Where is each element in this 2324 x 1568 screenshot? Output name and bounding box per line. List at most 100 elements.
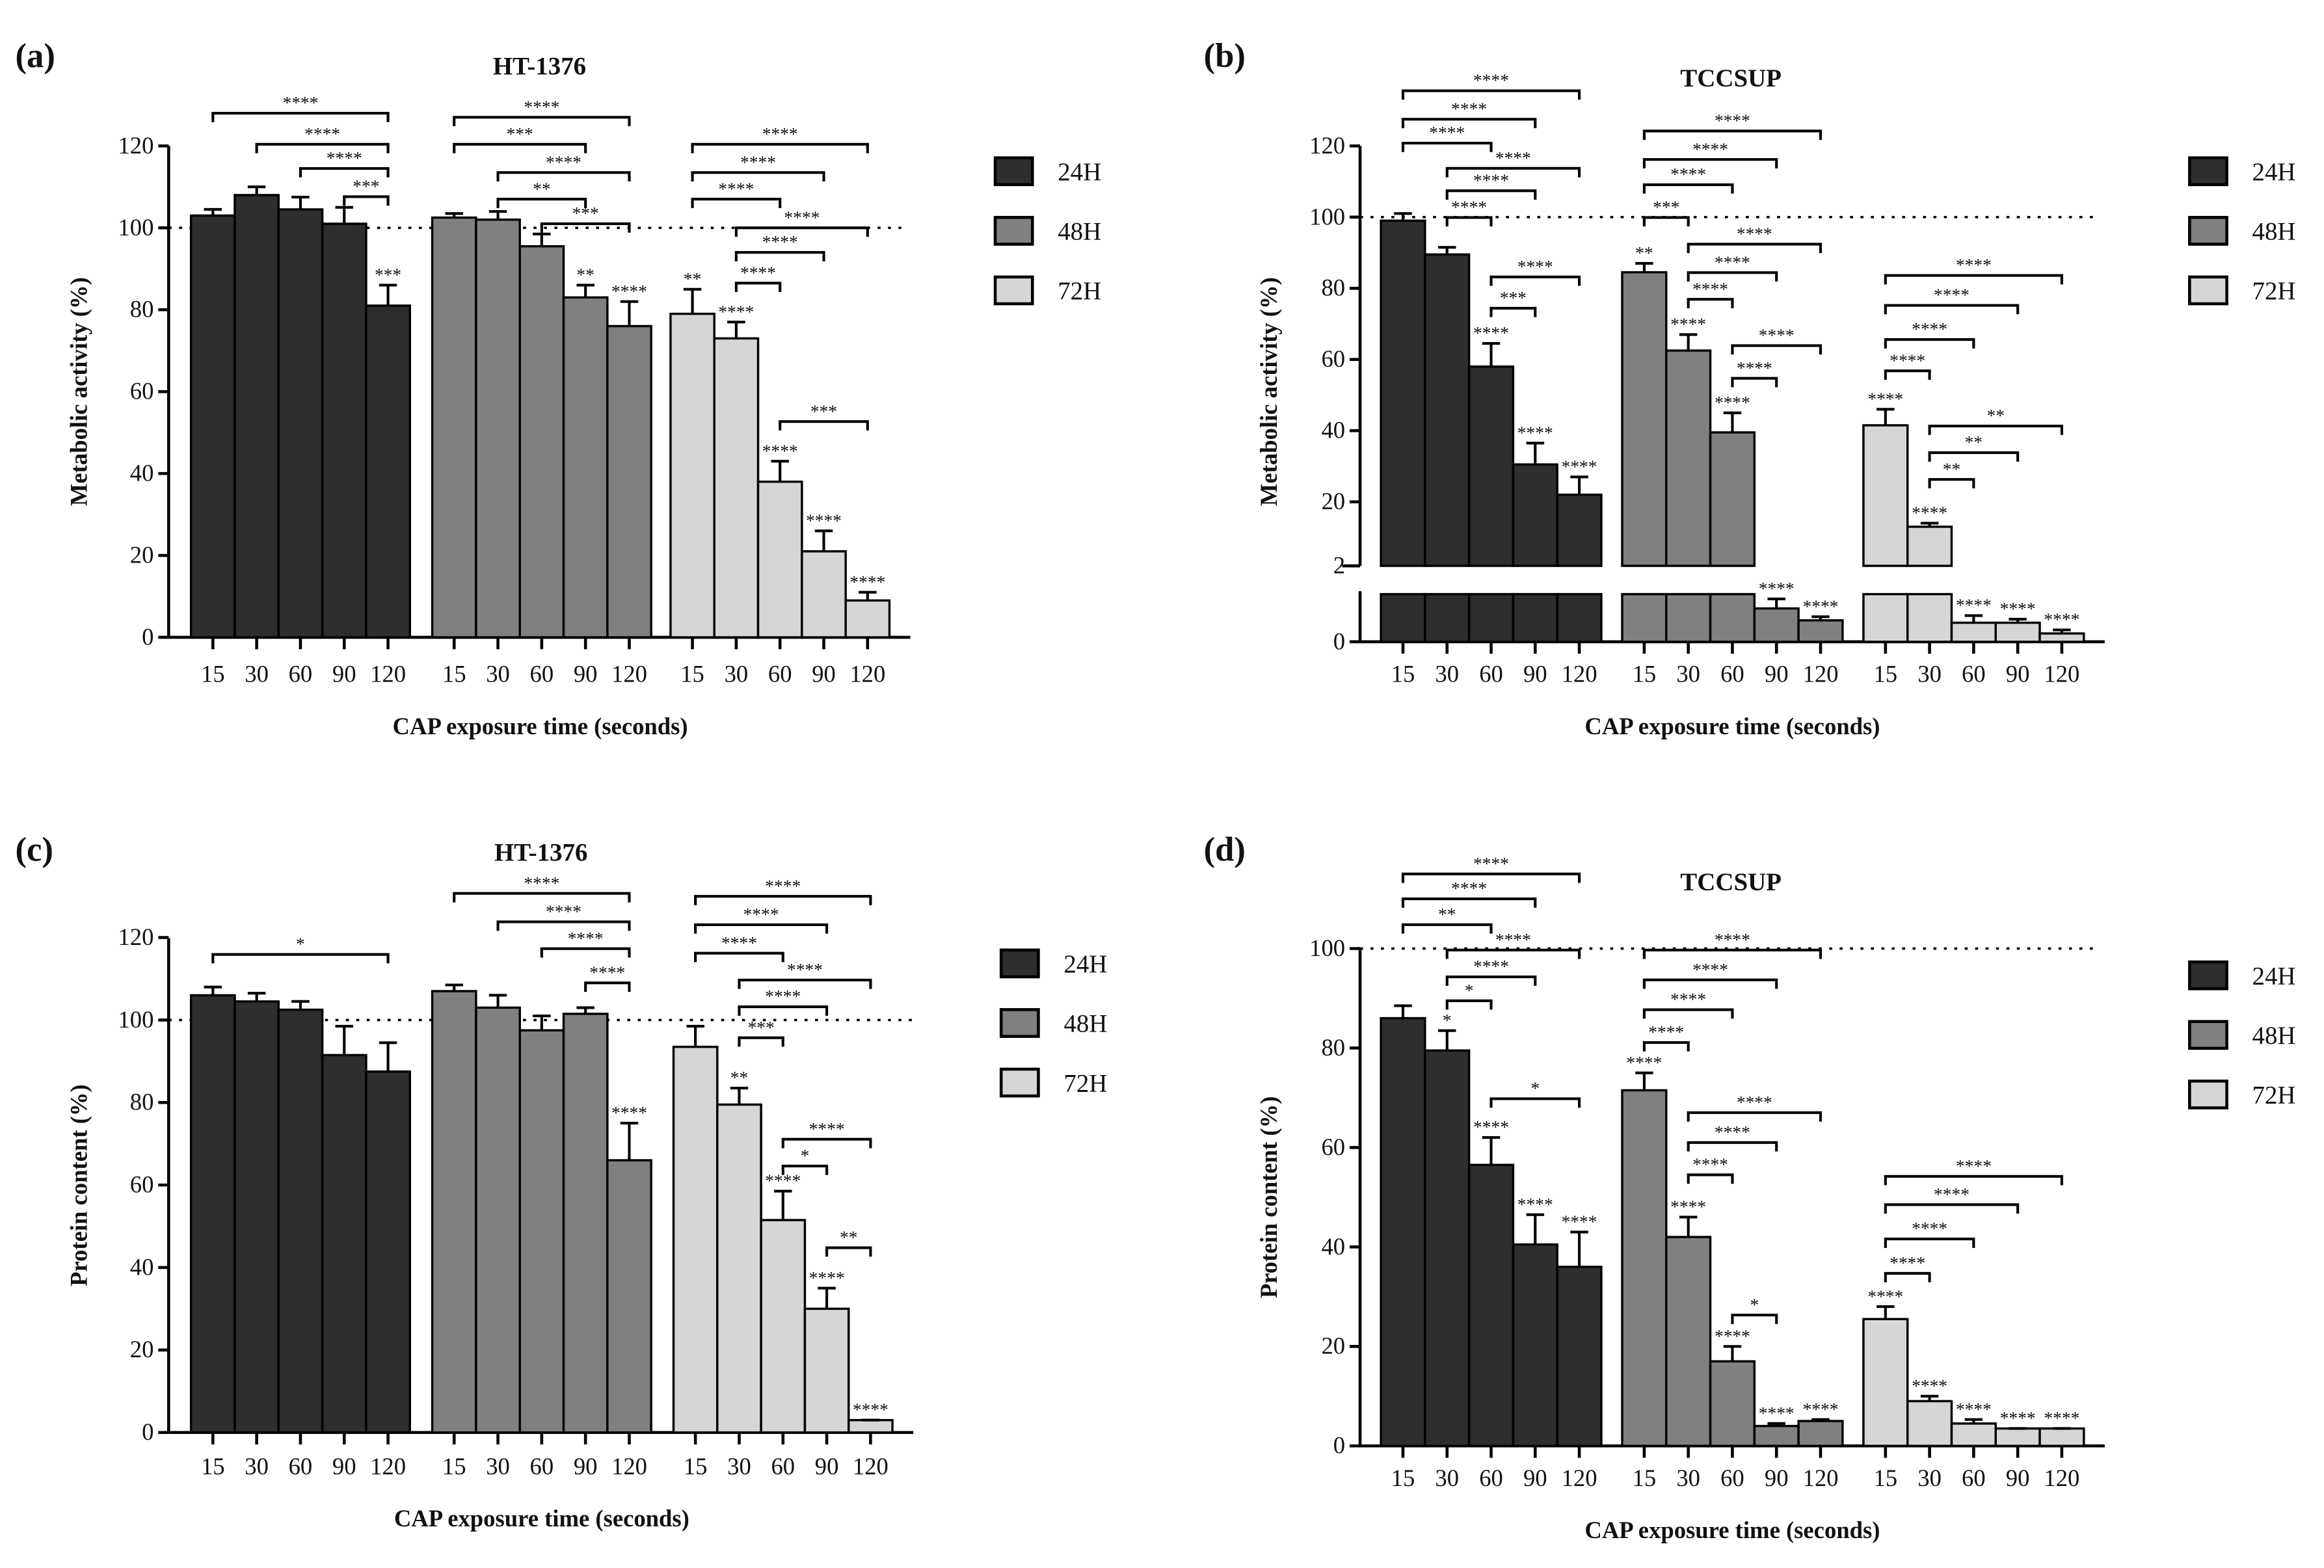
y-tick-label: 20	[130, 1336, 154, 1362]
panel-a: (a) HT-1376 Metabolic activity (%) CAP expo…	[15, 37, 1101, 739]
y-tick-label: 80	[130, 1089, 154, 1115]
comparison-significance-label: *	[1465, 981, 1474, 1000]
comparison-significance-label: ****	[1715, 111, 1750, 131]
bar	[277, 1008, 324, 1434]
bar	[1994, 1427, 2041, 1447]
x-tick-label: 90	[332, 1453, 356, 1480]
comparison-bracket	[1928, 424, 2063, 435]
x-tick-label: 90	[332, 661, 356, 687]
comparison-significance-label: ****	[1956, 1156, 1992, 1176]
bar	[518, 245, 565, 639]
x-tick-label: 15	[684, 1453, 708, 1480]
x-tick-label: 120	[853, 1453, 888, 1480]
comparison-significance-label: ***	[353, 177, 379, 196]
x-tick-label: 15	[1391, 661, 1415, 687]
bar	[321, 1054, 367, 1434]
bar	[1994, 621, 2041, 643]
y-tick-label: 100	[118, 214, 154, 241]
comparison-bracket	[1642, 129, 1823, 140]
bar-upper	[1709, 431, 1756, 567]
y-tick-label: 20	[130, 541, 154, 568]
y-tick-label: 40	[130, 460, 154, 486]
comparison-significance-label: ***	[572, 204, 599, 223]
bar-significance-label: ****	[1473, 323, 1509, 343]
comparison-significance-label: ****	[1912, 1219, 1947, 1238]
comparison-bracket	[1445, 216, 1493, 227]
legend-swatch	[2188, 275, 2228, 306]
comparison-bracket	[453, 892, 631, 903]
comparison-bracket	[691, 171, 825, 182]
comparison-bracket	[1884, 304, 2020, 315]
bar-lower	[1556, 592, 1603, 643]
x-tick-label: 60	[1962, 661, 1986, 687]
bar-significance-label: ****	[853, 1400, 888, 1420]
comparison-significance-label: ****	[1670, 990, 1706, 1009]
bar	[2038, 632, 2085, 643]
x-tick-label: 30	[1435, 661, 1459, 687]
x-tick-label: 90	[1523, 661, 1547, 687]
x-tick-label: 60	[1479, 661, 1503, 687]
x-tick-label: 30	[245, 1453, 269, 1480]
legend-label: 72H	[2252, 277, 2296, 305]
comparison-bracket	[1731, 1314, 1778, 1324]
x-tick-label: 90	[1765, 1465, 1789, 1491]
comparison-bracket	[1884, 274, 2063, 285]
legend-swatch	[993, 215, 1034, 246]
comparison-significance-label: ****	[1495, 148, 1531, 168]
x-tick-label: 120	[1562, 661, 1597, 687]
bar	[431, 990, 477, 1434]
comparison-significance-label: ****	[762, 232, 798, 252]
bar	[518, 1029, 565, 1434]
x-tick-label: 30	[1435, 1465, 1459, 1491]
x-tick-label: 90	[2006, 1465, 2030, 1491]
legend-swatch	[993, 156, 1034, 187]
x-tick-label: 120	[611, 1453, 647, 1480]
x-axis-title: CAP exposure time (seconds)	[394, 1505, 689, 1532]
bar	[803, 1307, 850, 1434]
x-tick-label: 60	[289, 661, 313, 687]
bar-significance-label: **	[1635, 243, 1653, 263]
comparison-bracket	[1642, 978, 1778, 989]
legend-swatch	[999, 1008, 1040, 1038]
comparison-bracket	[734, 282, 782, 293]
comparison-bracket	[738, 1005, 829, 1016]
bar-significance-label: ****	[1912, 1376, 1947, 1396]
bar	[716, 1103, 762, 1434]
comparison-bracket	[255, 142, 390, 153]
panel-title: TCCSUP	[1680, 64, 1782, 92]
comparison-significance-label: ***	[748, 1018, 775, 1037]
comparison-bracket	[211, 111, 390, 122]
x-tick-label: 120	[611, 661, 647, 687]
y-axis-title: Protein content (%)	[1255, 1096, 1282, 1299]
comparison-bracket	[1642, 948, 1823, 959]
comparison-significance-label: **	[1438, 905, 1456, 924]
comparison-bracket	[496, 171, 631, 182]
x-tick-label: 15	[1391, 1465, 1415, 1491]
comparison-significance-label: *	[1530, 1079, 1540, 1098]
comparison-bracket	[453, 116, 631, 127]
x-tick-label: 90	[2006, 661, 2030, 687]
bar-lower	[1380, 592, 1426, 643]
bar	[1709, 1360, 1756, 1447]
y-tick-label: 60	[1322, 1134, 1346, 1160]
bar-significance-label: ****	[1956, 596, 1992, 615]
bar-significance-label: ****	[1517, 423, 1553, 442]
comparison-significance-label: ****	[740, 152, 776, 172]
bar-significance-label: ****	[1562, 1212, 1597, 1232]
x-tick-label: 30	[725, 661, 749, 687]
comparison-significance-label: ****	[765, 876, 801, 896]
x-tick-label: 15	[1633, 661, 1657, 687]
comparison-significance-label: ****	[765, 987, 801, 1006]
comparison-bracket	[584, 981, 631, 992]
bar	[1797, 619, 1844, 643]
comparison-bracket	[211, 953, 390, 964]
bar-upper	[1906, 525, 1953, 567]
y-tick-label: 0	[142, 623, 154, 650]
bar	[365, 304, 411, 639]
x-tick-label: 15	[1873, 1465, 1897, 1491]
x-tick-label: 30	[1676, 1465, 1700, 1491]
comparison-bracket	[1928, 478, 1975, 488]
legend-swatch	[999, 1067, 1040, 1098]
comparison-significance-label: ****	[809, 1119, 845, 1139]
comparison-significance-label: ****	[546, 152, 581, 172]
